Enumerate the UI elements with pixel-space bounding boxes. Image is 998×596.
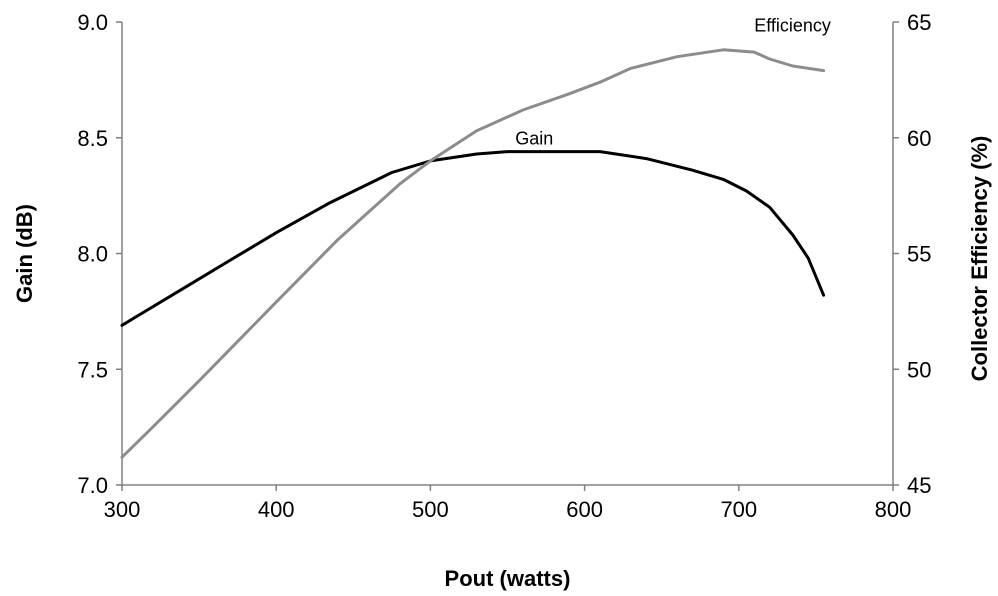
y-tick-label: 7.0 xyxy=(77,473,108,498)
series-group xyxy=(120,48,826,459)
x-tick-label: 700 xyxy=(720,497,757,522)
y2-tick-label: 65 xyxy=(907,10,931,35)
axes: 300 400 500 600 700 800 7.0 7.5 8.0 8.5 9.0 45 50 55 6… xyxy=(77,10,931,522)
y-axis-title: Gain (dB) xyxy=(12,204,37,303)
x-tick-label: 400 xyxy=(258,497,295,522)
y-tick-label: 8.0 xyxy=(77,242,108,267)
y-tick-label: 7.5 xyxy=(77,357,108,382)
x-tick-label: 500 xyxy=(412,497,449,522)
x-tick-label: 800 xyxy=(875,497,912,522)
y2-tick-label: 50 xyxy=(907,357,931,382)
x-tick-label: 600 xyxy=(566,497,603,522)
y2-tick-label: 55 xyxy=(907,242,931,267)
y2-tick-label: 60 xyxy=(907,126,931,151)
x-axis-title: Pout (watts) xyxy=(445,566,571,591)
y-tick-label: 9.0 xyxy=(77,10,108,35)
y-tick-label: 8.5 xyxy=(77,126,108,151)
y2-axis-title: Collector Efficiency (%) xyxy=(967,136,992,382)
gain-series-line xyxy=(120,150,826,327)
labels-group: Pout (watts) Gain (dB) Collector Efficienc… xyxy=(12,15,992,591)
y2-tick-label: 45 xyxy=(907,473,931,498)
efficiency-annotation: Efficiency xyxy=(754,15,831,35)
x-tick-label: 300 xyxy=(104,497,141,522)
gain-annotation: Gain xyxy=(515,129,553,149)
efficiency-series-line xyxy=(120,48,826,459)
